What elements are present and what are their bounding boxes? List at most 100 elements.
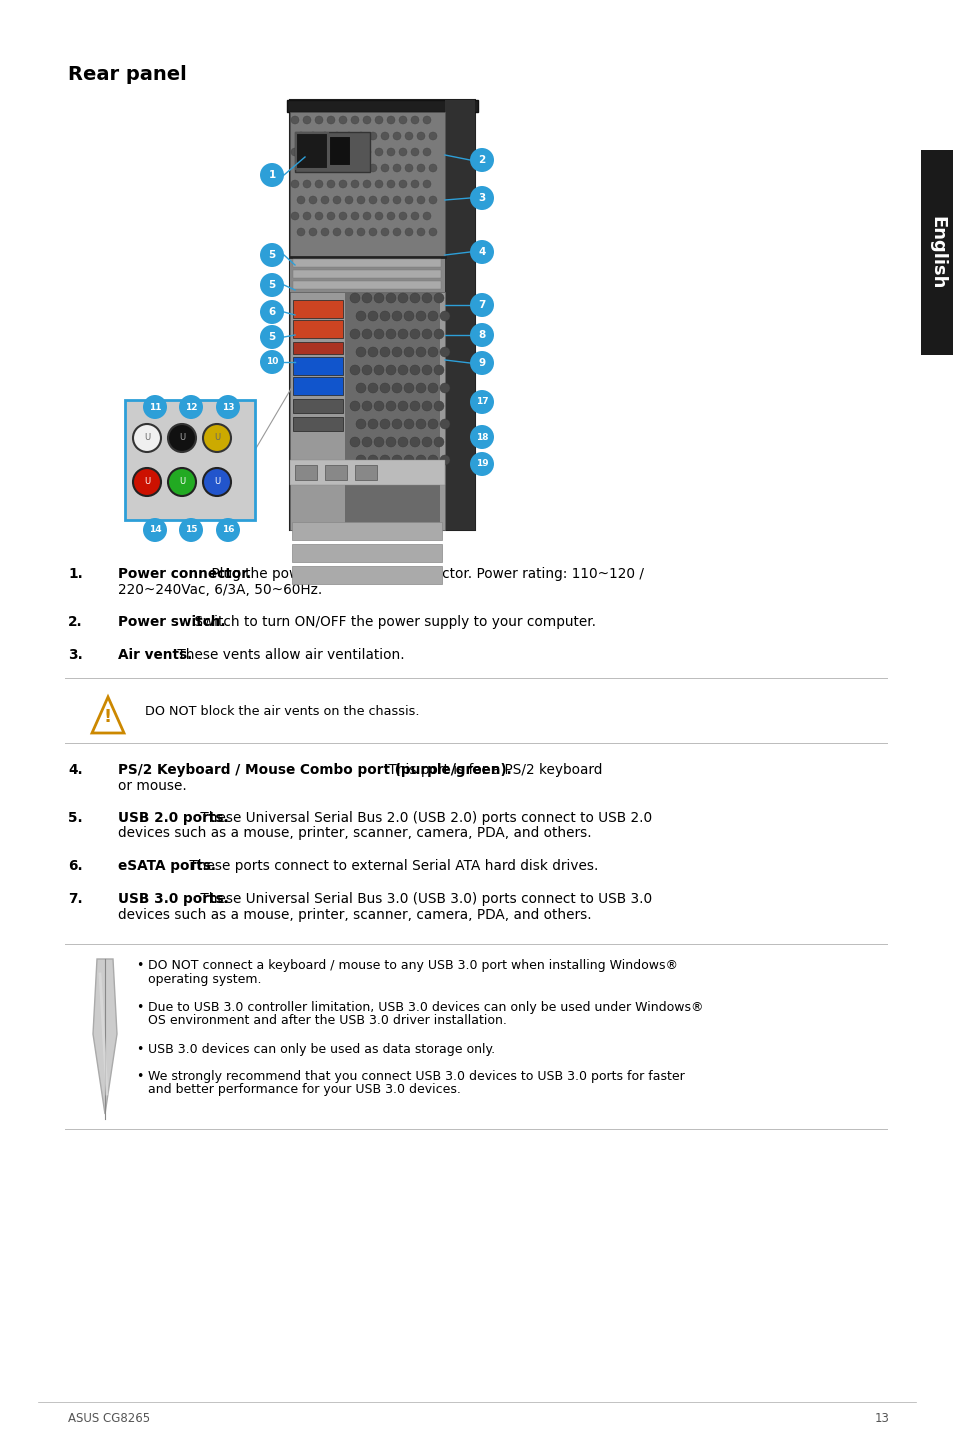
Circle shape	[470, 390, 494, 414]
Circle shape	[333, 229, 340, 236]
Circle shape	[434, 401, 443, 411]
Circle shape	[143, 518, 167, 542]
Circle shape	[291, 211, 298, 220]
Circle shape	[375, 180, 382, 188]
Circle shape	[405, 229, 413, 236]
Circle shape	[361, 401, 372, 411]
Circle shape	[361, 329, 372, 339]
Text: USB 3.0 ports.: USB 3.0 ports.	[118, 892, 229, 906]
Text: or mouse.: or mouse.	[118, 778, 187, 792]
FancyBboxPatch shape	[292, 522, 441, 541]
Circle shape	[260, 349, 284, 374]
Text: eSATA ports.: eSATA ports.	[118, 858, 215, 873]
Text: OS environment and after the USB 3.0 driver installation.: OS environment and after the USB 3.0 dri…	[148, 1014, 506, 1028]
Circle shape	[355, 311, 366, 321]
Circle shape	[398, 211, 407, 220]
FancyBboxPatch shape	[325, 464, 347, 480]
Text: 4: 4	[477, 247, 485, 257]
Circle shape	[179, 395, 203, 418]
Circle shape	[392, 311, 401, 321]
Circle shape	[333, 196, 340, 204]
Circle shape	[386, 401, 395, 411]
Circle shape	[338, 180, 347, 188]
Circle shape	[416, 311, 426, 321]
Text: We strongly recommend that you connect USB 3.0 devices to USB 3.0 ports for fast: We strongly recommend that you connect U…	[148, 1070, 684, 1083]
Circle shape	[470, 324, 494, 347]
Circle shape	[314, 211, 323, 220]
FancyBboxPatch shape	[125, 400, 254, 521]
FancyBboxPatch shape	[293, 342, 343, 354]
Circle shape	[416, 229, 424, 236]
Circle shape	[379, 454, 390, 464]
Text: 16: 16	[221, 525, 234, 535]
Circle shape	[393, 164, 400, 173]
Circle shape	[422, 211, 431, 220]
Circle shape	[410, 401, 419, 411]
Text: 2: 2	[477, 155, 485, 165]
Text: Power connector.: Power connector.	[118, 567, 251, 581]
Circle shape	[296, 164, 305, 173]
Circle shape	[368, 383, 377, 393]
Circle shape	[350, 401, 359, 411]
Circle shape	[320, 229, 329, 236]
FancyBboxPatch shape	[287, 101, 477, 112]
Text: 5.: 5.	[68, 811, 83, 825]
Text: USB 3.0 devices can only be used as data storage only.: USB 3.0 devices can only be used as data…	[148, 1043, 495, 1055]
Circle shape	[379, 311, 390, 321]
Text: English: English	[927, 216, 945, 289]
Circle shape	[397, 365, 408, 375]
Circle shape	[387, 180, 395, 188]
Text: 1.: 1.	[68, 567, 83, 581]
Circle shape	[260, 301, 284, 324]
Circle shape	[411, 211, 418, 220]
FancyBboxPatch shape	[293, 357, 343, 375]
Circle shape	[439, 311, 450, 321]
Circle shape	[355, 454, 366, 464]
Text: 8: 8	[477, 329, 485, 339]
Text: These vents allow air ventilation.: These vents allow air ventilation.	[173, 649, 405, 661]
FancyBboxPatch shape	[292, 567, 441, 584]
Circle shape	[368, 311, 377, 321]
Circle shape	[369, 164, 376, 173]
FancyBboxPatch shape	[295, 132, 328, 170]
Circle shape	[470, 186, 494, 210]
Circle shape	[416, 347, 426, 357]
FancyBboxPatch shape	[345, 292, 439, 531]
Circle shape	[393, 229, 400, 236]
Circle shape	[392, 347, 401, 357]
Circle shape	[439, 418, 450, 429]
Circle shape	[421, 401, 432, 411]
Circle shape	[439, 347, 450, 357]
Circle shape	[387, 211, 395, 220]
Circle shape	[422, 148, 431, 155]
Text: 10: 10	[266, 358, 278, 367]
Circle shape	[421, 293, 432, 303]
Circle shape	[356, 164, 365, 173]
Circle shape	[363, 180, 371, 188]
Circle shape	[132, 424, 161, 452]
Circle shape	[429, 164, 436, 173]
Text: 2.: 2.	[68, 615, 83, 628]
Text: U: U	[179, 433, 185, 443]
Text: 11: 11	[149, 403, 161, 411]
FancyBboxPatch shape	[294, 132, 370, 173]
Circle shape	[386, 329, 395, 339]
Circle shape	[392, 454, 401, 464]
Circle shape	[320, 196, 329, 204]
Circle shape	[291, 180, 298, 188]
Text: 220~240Vac, 6/3A, 50~60Hz.: 220~240Vac, 6/3A, 50~60Hz.	[118, 582, 322, 597]
Text: Switch to turn ON/OFF the power supply to your computer.: Switch to turn ON/OFF the power supply t…	[190, 615, 596, 628]
Text: 9: 9	[478, 358, 485, 368]
FancyBboxPatch shape	[329, 137, 351, 165]
Text: devices such as a mouse, printer, scanner, camera, PDA, and others.: devices such as a mouse, printer, scanne…	[118, 827, 591, 840]
Circle shape	[333, 132, 340, 139]
Circle shape	[369, 229, 376, 236]
Circle shape	[411, 180, 418, 188]
Circle shape	[411, 116, 418, 124]
Circle shape	[470, 351, 494, 375]
Circle shape	[428, 383, 437, 393]
Circle shape	[345, 196, 353, 204]
Circle shape	[405, 164, 413, 173]
Circle shape	[363, 148, 371, 155]
Text: 17: 17	[476, 397, 488, 407]
